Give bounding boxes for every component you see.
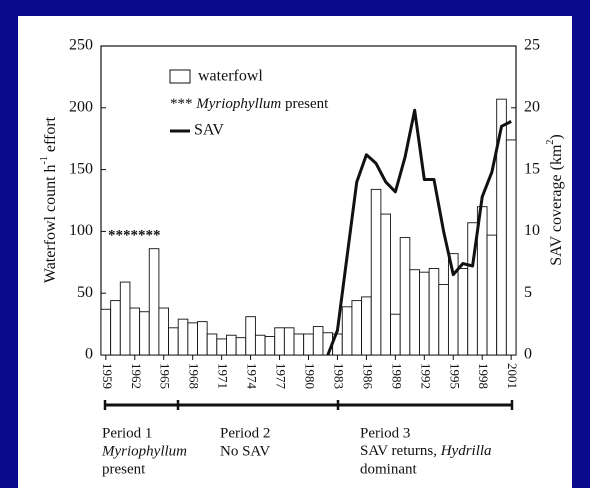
bar: [148, 248, 160, 356]
bar: [380, 213, 391, 356]
bar: [110, 300, 121, 356]
legend-stars: ***: [170, 96, 193, 112]
legend-label: waterfowl: [198, 68, 263, 85]
y-axis-label: Waterfowl count h-1 effort: [39, 116, 58, 283]
bar: [351, 300, 363, 356]
y2-tick-label: 15: [524, 160, 540, 177]
y2-tick-label: 10: [524, 222, 540, 239]
legend-italic: Myriophyllum: [195, 96, 281, 112]
y-label-part: effort: [42, 116, 59, 156]
y2-label-part: ): [548, 134, 565, 139]
x-tick-label: 1959: [100, 363, 115, 389]
y-tick-label: 150: [69, 160, 93, 177]
y-label-sup: -1: [39, 156, 50, 164]
x-tick-label: 1974: [245, 363, 260, 390]
x-tick-label: 1965: [158, 363, 173, 389]
y2-label-sup: 2: [545, 140, 556, 145]
bar: [245, 316, 256, 356]
bar: [486, 234, 498, 356]
period-text: present: [102, 461, 146, 477]
bar: [409, 269, 420, 356]
bar: [226, 334, 237, 356]
x-tick-label: 1998: [476, 363, 491, 389]
bar: [283, 327, 295, 356]
legend-text: present: [285, 96, 329, 112]
period-text: Myriophyllum: [101, 443, 187, 459]
period-text: Period 2: [220, 425, 270, 441]
bar: [303, 333, 314, 356]
bar: [168, 327, 179, 356]
y2-tick-label: 20: [524, 98, 540, 115]
y-tick-label: 250: [69, 37, 93, 54]
bar: [419, 271, 430, 356]
bar: [370, 188, 382, 356]
x-tick-label: 1983: [331, 363, 346, 389]
x-tick-label: 1962: [129, 363, 144, 389]
x-tick-label: 1992: [418, 363, 433, 389]
bar: [197, 321, 208, 356]
chart: Waterfowl count h-1 effort SAV coverage …: [39, 37, 564, 478]
x-tick-label: 1980: [303, 363, 318, 389]
y-tick-label: 50: [77, 284, 93, 301]
bar: [235, 337, 247, 356]
bar: [119, 281, 131, 356]
x-tick-label: 1968: [187, 363, 202, 389]
bar: [361, 296, 372, 356]
y2-label-part: SAV coverage (km: [548, 144, 565, 266]
legend-note: *** Myriophyllum present: [170, 96, 329, 112]
bar: [187, 322, 198, 356]
legend-swatch: [169, 69, 191, 84]
x-tick-label: 1977: [274, 363, 289, 390]
bar: [390, 313, 401, 356]
bar: [505, 139, 517, 356]
period-text: No SAV: [220, 443, 270, 459]
bar: [216, 338, 227, 356]
bar: [129, 307, 141, 356]
bar: [264, 336, 276, 356]
period-text: Period 3: [360, 425, 410, 441]
bar: [399, 237, 411, 356]
period-text: dominant: [360, 461, 417, 477]
y2-tick-label: 5: [524, 284, 532, 301]
annotation: *******: [108, 227, 161, 243]
x-tick-label: 1995: [447, 363, 462, 389]
bar: [341, 306, 353, 356]
bar: [177, 318, 189, 356]
period-part: Hydrilla: [440, 443, 492, 459]
y-tick-label: 100: [69, 222, 93, 239]
period-text: SAV returns, Hydrilla: [360, 443, 492, 459]
x-tick-label: 1989: [389, 363, 404, 389]
y-label-part: Waterfowl count h: [42, 164, 59, 283]
legend-label: SAV: [194, 122, 224, 139]
bar: [438, 284, 449, 356]
bar: [274, 327, 285, 356]
x-tick-label: 1971: [216, 363, 231, 389]
x-tick-label: 2001: [505, 363, 520, 389]
bar: [206, 333, 218, 356]
y2-tick-label: 0: [524, 346, 532, 363]
period-part: SAV returns,: [360, 443, 441, 459]
bar: [312, 326, 324, 356]
bar: [457, 268, 469, 356]
y2-axis-label: SAV coverage (km2): [545, 134, 564, 266]
bar: [100, 308, 112, 356]
bar: [139, 311, 150, 356]
bar: [428, 268, 440, 356]
y-tick-label: 0: [85, 346, 93, 363]
bar: [158, 307, 170, 356]
sav-line: [326, 108, 512, 356]
y-tick-label: 200: [69, 98, 93, 115]
period-text: Period 1: [102, 425, 152, 441]
y2-tick-label: 25: [524, 37, 540, 54]
frame: Waterfowl count h-1 effort SAV coverage …: [18, 16, 572, 488]
x-tick-label: 1986: [360, 363, 375, 390]
bar: [254, 334, 266, 356]
bar: [293, 333, 305, 356]
